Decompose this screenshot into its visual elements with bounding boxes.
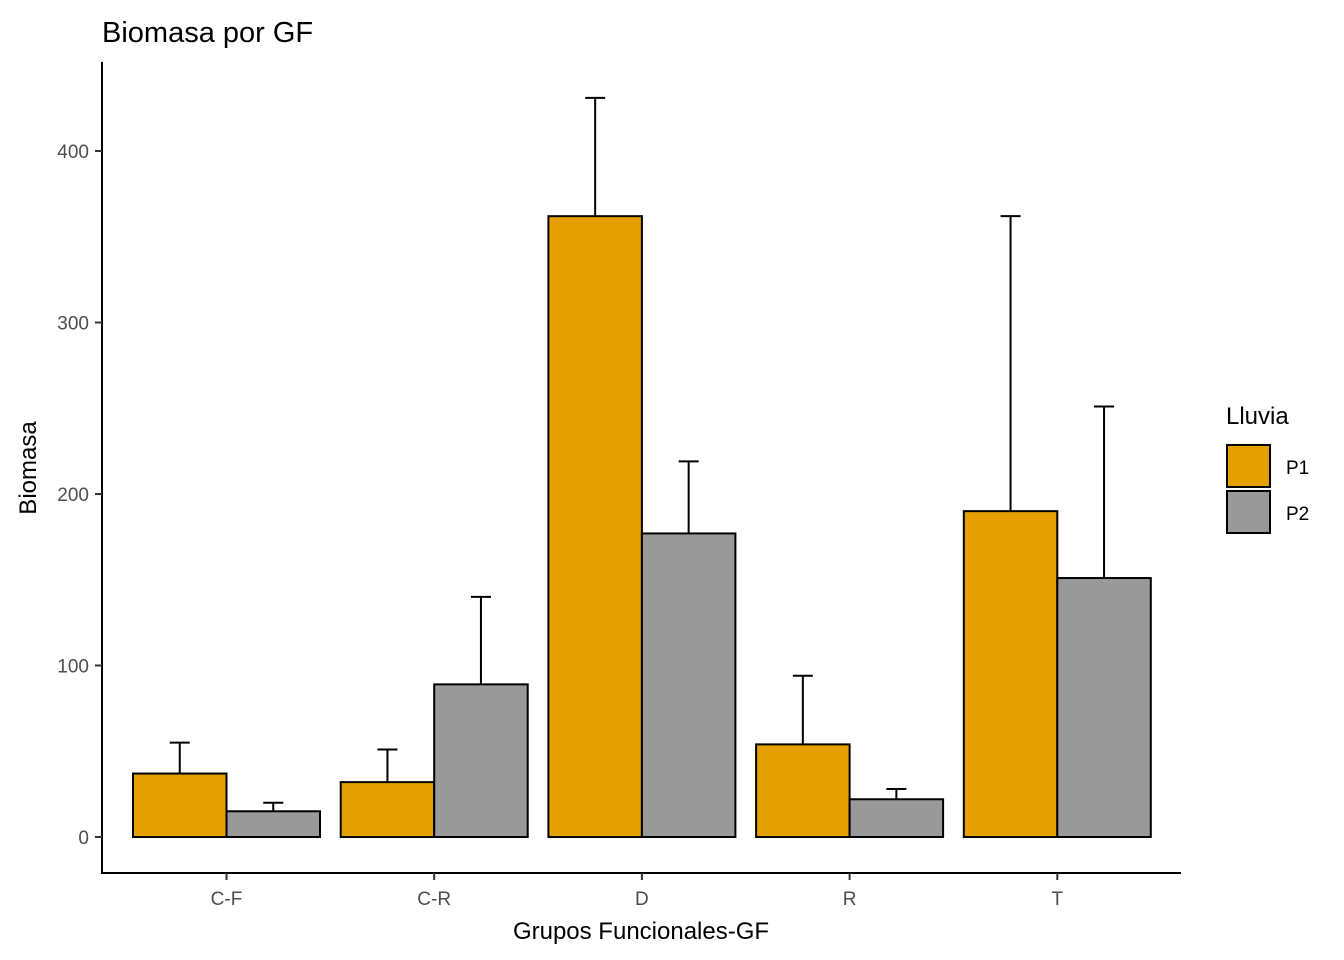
bar-p2-c-r xyxy=(433,683,529,838)
y-tick-label: 0 xyxy=(78,828,89,849)
legend-label-p1: P1 xyxy=(1286,458,1309,479)
x-axis-ticks: C-F C-R D R T xyxy=(211,873,1063,910)
bar-p2-t xyxy=(1056,577,1152,838)
y-tick-label: 100 xyxy=(57,657,89,678)
bar-p2-d xyxy=(640,532,737,838)
legend-title: Lluvia xyxy=(1226,403,1289,430)
y-axis-ticks: 0 100 200 300 400 xyxy=(57,142,102,849)
legend-key-p2 xyxy=(1226,490,1271,534)
bar-p1-c-r xyxy=(339,781,436,838)
x-tick-label: R xyxy=(843,889,857,910)
bar-p2-c-f xyxy=(225,810,321,839)
legend-label-p2: P2 xyxy=(1286,504,1309,525)
x-tick-label: D xyxy=(635,889,649,910)
y-tick-label: 400 xyxy=(57,142,89,163)
x-tick-label: C-F xyxy=(211,889,243,910)
legend-key-p1 xyxy=(1226,444,1271,488)
y-tick-label: 200 xyxy=(57,485,89,506)
x-tick-label: C-R xyxy=(417,889,451,910)
chart-title: Biomasa por GF xyxy=(102,17,313,49)
x-axis-title: Grupos Funcionales-GF xyxy=(513,918,769,945)
x-tick-label: T xyxy=(1051,889,1063,910)
bar-p1-r xyxy=(755,743,851,839)
bar-p2-r xyxy=(848,798,945,839)
legend: Lluvia P1 P2 xyxy=(1226,403,1309,534)
bar-p1-t xyxy=(962,510,1059,838)
plot-area xyxy=(132,96,1152,839)
bar-p1-d xyxy=(547,215,643,839)
bar-p1-c-f xyxy=(132,772,228,838)
y-axis-title: Biomasa xyxy=(15,421,42,515)
y-tick-label: 300 xyxy=(57,314,89,335)
